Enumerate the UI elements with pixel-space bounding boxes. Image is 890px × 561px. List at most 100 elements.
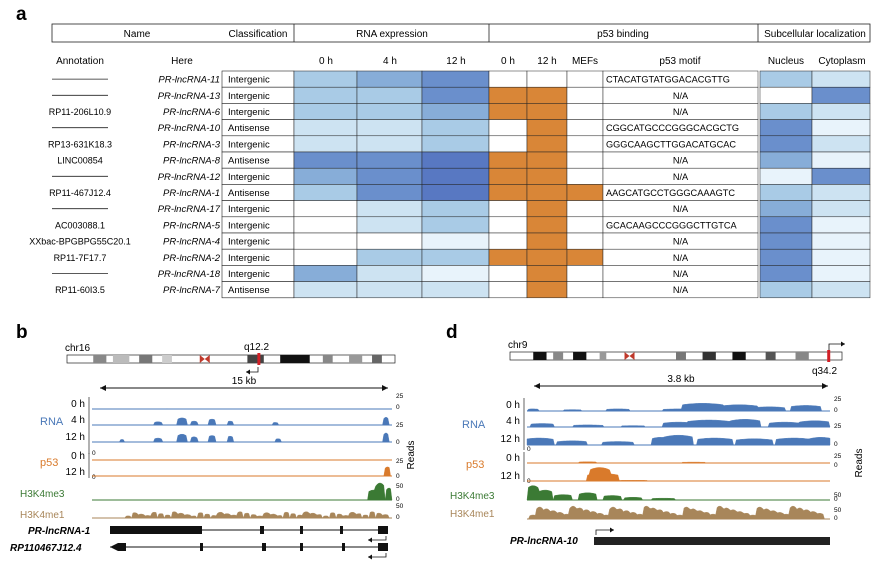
b-h3k4me3-zero: 0 <box>396 496 400 503</box>
p53-binding-cell <box>526 200 568 218</box>
rna-expression-cell <box>293 151 358 169</box>
cytoband <box>372 355 382 363</box>
localization-cell <box>811 200 871 218</box>
b-rna-zero: 0 <box>396 404 400 411</box>
cytoband <box>533 352 547 360</box>
b-p53-label: p53 <box>40 457 58 469</box>
p53-binding-cell <box>526 216 568 234</box>
rna-expression-cell <box>293 167 358 185</box>
p53-binding-cell <box>566 86 604 104</box>
d-h3k4me1-zero: 0 <box>834 515 838 522</box>
header-box <box>51 23 871 43</box>
localization-cell <box>759 265 813 282</box>
b-p53-track <box>92 466 392 477</box>
d-h3k4me1-label: H3K4me1 <box>450 509 495 520</box>
rna-expression-cell <box>356 86 423 104</box>
rna-expression-cell <box>356 135 423 153</box>
d-rna-track <box>527 419 831 428</box>
p53-binding-cell <box>488 86 528 104</box>
d-p53-label: p53 <box>466 459 484 471</box>
row-name: PR-lncRNA-1 <box>163 188 220 199</box>
b-rna-time-label: 4 h <box>71 415 85 426</box>
rna-expression-cell <box>356 232 423 250</box>
p53-binding-cell <box>526 265 568 282</box>
row-name: PR-lncRNA-5 <box>163 220 221 231</box>
p53-binding-cell <box>488 265 528 282</box>
row-motif: CTACATGTATGGACACGTTG <box>606 75 730 85</box>
p53-binding-cell <box>526 119 568 137</box>
b-gene-2-exon <box>300 543 303 551</box>
b-rna-zero-2: 0 <box>396 439 400 446</box>
b-gene-2-exon <box>262 543 266 551</box>
b-gene-2-exon <box>378 543 388 551</box>
rna-expression-cell <box>356 216 423 234</box>
localization-cell <box>759 151 813 169</box>
b-gene-2-tss-head <box>368 554 372 560</box>
p53-binding-cell <box>566 281 604 299</box>
rna-expression-cell <box>293 70 358 88</box>
subheader-p53-12h: 12 h <box>537 56 556 67</box>
b-h3k4me3-track <box>92 482 393 501</box>
b-h3k4me3-label: H3K4me3 <box>20 489 65 500</box>
p53-binding-cell <box>566 135 604 153</box>
header-name: Name <box>124 29 151 40</box>
b-scale-label: 15 kb <box>232 376 257 387</box>
localization-cell <box>811 265 871 282</box>
d-rna-time-label: 4 h <box>506 416 520 427</box>
d-p53-time-label: 0 h <box>506 453 520 464</box>
localization-cell <box>811 119 871 137</box>
row-annotation: XXbac-BPGBPG55C20.1 <box>29 237 131 247</box>
rna-expression-cell <box>356 151 423 169</box>
panel-d-label: d <box>446 322 458 343</box>
localization-cell <box>811 167 871 185</box>
subheader-p53-0h: 0 h <box>501 56 515 67</box>
row-motif: N/A <box>673 107 689 117</box>
row-name: PR-lncRNA-18 <box>158 269 221 280</box>
subheader-rna-12h: 12 h <box>446 56 465 67</box>
row-classification: Antisense <box>228 123 270 134</box>
p53-binding-cell <box>526 70 568 88</box>
d-rna-zero-2: 0 <box>834 441 838 448</box>
p53-binding-cell <box>526 86 568 104</box>
row-name: PR-lncRNA-11 <box>158 75 220 86</box>
b-gene-2-exon <box>342 543 345 551</box>
cytoband <box>676 352 686 360</box>
cytoband <box>732 352 746 360</box>
d-rna-track <box>526 435 831 446</box>
localization-cell <box>759 232 813 250</box>
rna-expression-cell <box>421 265 490 282</box>
cytoband <box>322 355 333 363</box>
row-name: PR-lncRNA-6 <box>163 107 221 118</box>
rna-expression-cell <box>421 216 490 234</box>
p53-binding-cell <box>526 135 568 153</box>
b-rna-time-label: 0 h <box>71 399 85 410</box>
cytoband <box>112 355 130 363</box>
p53-binding-cell <box>488 200 528 218</box>
row-annotation: RP11-206L10.9 <box>49 107 111 117</box>
row-motif: N/A <box>673 172 689 182</box>
row-name: PR-lncRNA-8 <box>163 156 221 167</box>
row-motif: N/A <box>673 269 689 279</box>
rna-expression-cell <box>293 86 358 104</box>
b-gene-2-tss <box>368 553 387 558</box>
row-motif: N/A <box>673 204 689 214</box>
rna-expression-cell <box>421 151 490 169</box>
localization-cell <box>811 281 871 299</box>
p53-binding-cell <box>566 232 604 250</box>
rna-expression-cell <box>293 103 358 120</box>
d-h3k4me3-max: 50 <box>834 492 842 499</box>
b-band-label: q12.2 <box>244 342 269 353</box>
panel-b-label: b <box>16 322 28 343</box>
rna-expression-cell <box>293 281 358 299</box>
cytoband <box>139 355 153 363</box>
rna-expression-cell <box>293 119 358 137</box>
b-gene-1-label: PR-lncRNA-1 <box>28 526 91 537</box>
panel-a-table: Name Classification RNA expression p53 bind… <box>29 23 871 299</box>
row-classification: Intergenic <box>228 107 270 118</box>
b-rna-time-label: 12 h <box>66 432 85 443</box>
d-p53-track <box>527 467 830 482</box>
cytoband <box>702 352 716 360</box>
localization-cell <box>811 70 871 88</box>
d-band-label: q34.2 <box>812 366 837 377</box>
